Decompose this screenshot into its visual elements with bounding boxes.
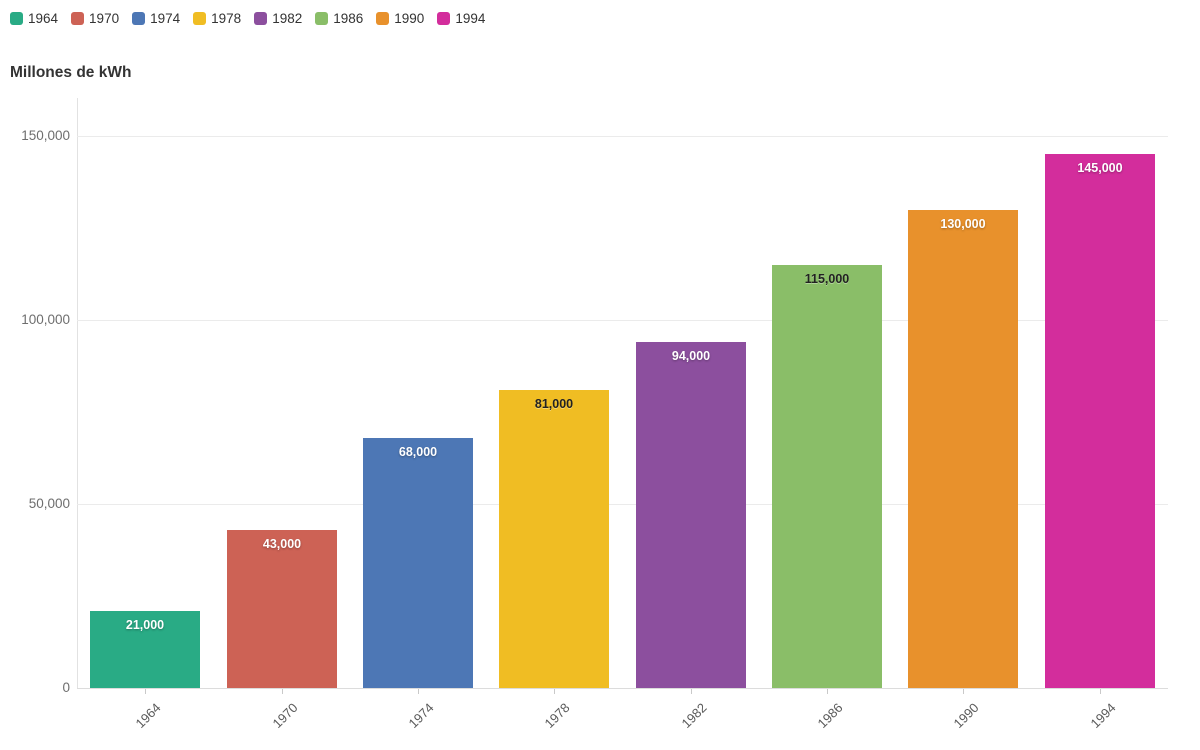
legend-label: 1994 [455, 11, 486, 26]
legend-swatch-icon [315, 12, 329, 26]
x-axis-tick [282, 689, 283, 694]
legend-label: 1990 [394, 11, 425, 26]
x-axis-tick-label: 1978 [541, 700, 573, 732]
legend-item-1994[interactable]: 1994 [437, 12, 485, 26]
legend-item-1990[interactable]: 1990 [376, 12, 424, 26]
legend-label: 1974 [150, 11, 181, 26]
x-axis-tick-label: 1982 [678, 700, 710, 732]
y-axis-tick-label: 50,000 [28, 496, 70, 511]
legend-swatch-icon [254, 12, 268, 26]
x-axis-tick-label: 1974 [405, 700, 437, 732]
x-axis-tick [827, 689, 828, 694]
legend-label: 1978 [211, 11, 242, 26]
legend-swatch-icon [376, 12, 390, 26]
bar-value-label: 94,000 [671, 349, 711, 363]
chart-title: Millones de kWh [10, 64, 132, 81]
x-axis-tick-label: 1970 [269, 700, 301, 732]
gridline-y-50000 [77, 504, 1168, 505]
bar-value-label: 145,000 [1077, 161, 1123, 175]
legend-item-1978[interactable]: 1978 [193, 12, 241, 26]
x-axis-tick [145, 689, 146, 694]
x-axis-tick [1100, 689, 1101, 694]
legend-label: 1986 [333, 11, 364, 26]
legend-item-1986[interactable]: 1986 [315, 12, 363, 26]
x-axis-tick-label: 1964 [132, 700, 164, 732]
legend-swatch-icon [71, 12, 85, 26]
x-axis-line [77, 688, 1168, 689]
y-axis-tick-label: 0 [62, 680, 70, 695]
bar-1990[interactable]: 130,000 [908, 210, 1018, 688]
y-axis-line [77, 98, 78, 688]
gridline-y-100000 [77, 320, 1168, 321]
legend-swatch-icon [437, 12, 451, 26]
legend-item-1982[interactable]: 1982 [254, 12, 302, 26]
bar-1982[interactable]: 94,000 [636, 342, 746, 688]
y-axis-tick-label: 100,000 [21, 312, 70, 327]
x-axis-tick [691, 689, 692, 694]
x-axis-tick [554, 689, 555, 694]
bar-value-label: 81,000 [534, 397, 574, 411]
x-axis-tick-label: 1986 [814, 700, 846, 732]
bar-value-label: 130,000 [940, 217, 986, 231]
gridline-y-150000 [77, 136, 1168, 137]
legend-swatch-icon [10, 12, 23, 26]
legend-item-1970[interactable]: 1970 [71, 12, 119, 26]
legend-item-1974[interactable]: 1974 [132, 12, 180, 26]
x-axis-tick [963, 689, 964, 694]
bar-value-label: 21,000 [125, 618, 165, 632]
bar-1974[interactable]: 68,000 [363, 438, 473, 688]
legend-swatch-icon [132, 12, 146, 26]
y-axis-tick-label: 150,000 [21, 128, 70, 143]
bar-1964[interactable]: 21,000 [90, 611, 200, 688]
bar-1978[interactable]: 81,000 [499, 390, 609, 688]
legend: 1964 1970 1974 1978 1982 1986 1990 1994 [10, 12, 485, 26]
bar-value-label: 68,000 [398, 445, 438, 459]
bar-1970[interactable]: 43,000 [227, 530, 337, 688]
bar-1994[interactable]: 145,000 [1045, 154, 1155, 688]
legend-label: 1970 [89, 11, 120, 26]
bar-value-label: 43,000 [262, 537, 302, 551]
bar-value-label: 115,000 [804, 272, 850, 286]
legend-swatch-icon [193, 12, 207, 26]
x-axis-tick-label: 1990 [950, 700, 982, 732]
legend-item-1964[interactable]: 1964 [10, 12, 58, 26]
x-axis-tick-label: 1994 [1087, 700, 1119, 732]
legend-label: 1982 [272, 11, 303, 26]
legend-label: 1964 [28, 11, 59, 26]
x-axis-tick [418, 689, 419, 694]
bar-1986[interactable]: 115,000 [772, 265, 882, 688]
